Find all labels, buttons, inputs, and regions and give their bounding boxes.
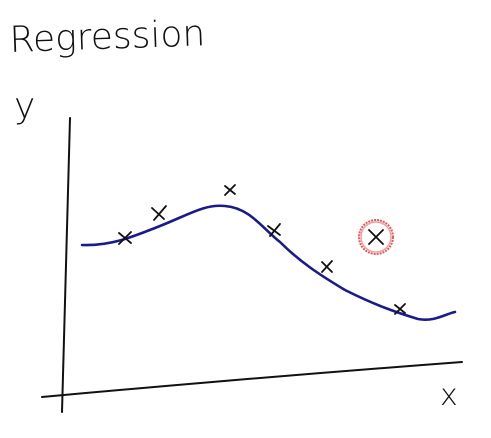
- outlier-highlight: [358, 219, 394, 255]
- point: [151, 205, 167, 221]
- point: [267, 223, 281, 237]
- y-axis: [61, 117, 71, 413]
- point: [394, 303, 406, 315]
- regression-curve: [80, 204, 457, 321]
- point: [118, 231, 132, 245]
- x-axis-label: x: [440, 378, 458, 413]
- data-points: [118, 184, 406, 315]
- y-axis-label: y: [14, 86, 35, 127]
- outlier-highlight-inner: [360, 221, 392, 253]
- point: [224, 184, 236, 196]
- outlier-point: [368, 229, 384, 245]
- x-axis: [41, 361, 463, 398]
- point: [321, 260, 333, 273]
- title: Regression: [9, 13, 206, 61]
